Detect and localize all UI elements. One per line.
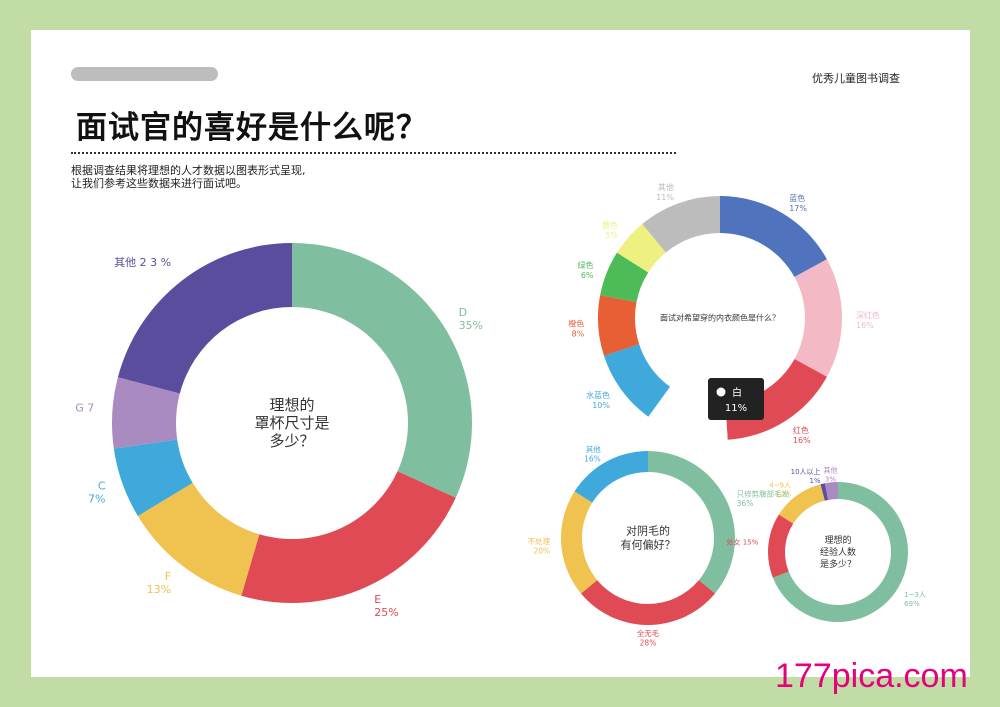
tooltip-dot-icon xyxy=(716,387,726,397)
slice-pct-3-1: 36% xyxy=(737,499,754,508)
slice-2-7[interactable] xyxy=(600,252,649,303)
slice-3-4[interactable] xyxy=(574,451,648,503)
slice-4-3[interactable] xyxy=(778,484,825,524)
slice-label-2-7: 绿色 xyxy=(578,260,594,270)
slice-pct-4-1: 69% xyxy=(904,600,920,608)
slice-3-3[interactable] xyxy=(560,491,598,594)
slice-pct-1-1: 35% xyxy=(459,319,483,332)
slice-label-1-2: E xyxy=(374,593,381,606)
slice-4-4[interactable] xyxy=(820,483,829,501)
slice-label-4-1: 1~3人 xyxy=(904,591,926,599)
slice-pct-2-8: 5% xyxy=(605,231,618,240)
slice-pct-1-3: 13% xyxy=(147,583,171,596)
slice-label-1-4: C xyxy=(98,480,106,493)
slice-pct-2-9: 11% xyxy=(656,193,674,202)
donut-chart-3 xyxy=(560,451,735,625)
slice-1-2[interactable] xyxy=(241,471,456,604)
header-decor-bar xyxy=(71,67,218,81)
slice-3-2[interactable] xyxy=(580,580,716,625)
slice-pct-1-4: 7% xyxy=(88,493,105,506)
slice-pct-4-4: 1% xyxy=(809,477,820,485)
slice-1-3[interactable] xyxy=(137,482,260,596)
slice-label-2-8: 黄色 xyxy=(602,220,618,230)
slice-1-1[interactable] xyxy=(292,243,472,498)
slice-4-5[interactable] xyxy=(824,482,838,500)
slice-pct-2-7: 6% xyxy=(581,271,594,280)
slice-2-9[interactable] xyxy=(642,196,720,253)
chart-title-3-line-1: 对阴毛的 xyxy=(626,524,670,538)
slice-2-1[interactable] xyxy=(720,196,827,278)
slice-pct-3-3: 20% xyxy=(534,547,551,556)
slice-2-4[interactable] xyxy=(648,386,728,440)
slice-3-1[interactable] xyxy=(648,451,735,594)
slice-label-1-6: 其他 2 3 % xyxy=(114,256,171,269)
slice-label-2-3: 红色 xyxy=(793,425,809,435)
slice-pct-1-2: 25% xyxy=(374,606,398,619)
slice-pct-2-3: 16% xyxy=(793,436,811,445)
slice-pct-4-5: 3% xyxy=(825,475,836,483)
slice-label-4-2: 处女 15% xyxy=(727,537,759,546)
chart-title-2-line-1: 面试对希望穿的内衣颜色是什么？ xyxy=(660,313,780,323)
intro-line-2: 让我们参考这些数据来进行面试吧。 xyxy=(71,177,247,190)
donut-chart-1 xyxy=(111,243,472,604)
slice-label-2-1: 蓝色 xyxy=(789,193,805,203)
slice-label-1-3: F xyxy=(165,570,171,583)
slice-label-1-5: G 7 xyxy=(75,402,94,415)
slice-1-6[interactable] xyxy=(117,243,292,394)
slice-label-4-4: 10人以上 xyxy=(791,467,821,476)
donut-chart-2 xyxy=(597,196,842,440)
slice-2-5[interactable] xyxy=(603,344,671,417)
slice-label-4-5: 其他 xyxy=(823,465,837,474)
slice-label-2-6: 橙色 xyxy=(568,319,584,329)
intro-text: 根据调查结果将理想的人才数据以图表形式呈现, 让我们参考这些数据来进行面试吧。 xyxy=(71,164,306,190)
chart-title-4-line-1: 理想的 xyxy=(824,534,851,546)
slice-pct-4-3: 12% xyxy=(775,490,791,498)
slice-1-5[interactable] xyxy=(111,377,180,449)
dotted-divider xyxy=(71,152,676,154)
slice-label-3-1: 只修剪腹部毛发 xyxy=(737,488,790,498)
slice-pct-2-2: 16% xyxy=(856,321,874,330)
slice-label-2-9: 其他 xyxy=(658,182,674,192)
slice-2-6[interactable] xyxy=(597,295,640,356)
donut-chart-4 xyxy=(768,482,908,622)
chart-title-4-line-3: 是多少？ xyxy=(820,558,856,570)
slice-label-1-1: D xyxy=(459,306,467,319)
tooltip-label: 白 xyxy=(732,386,742,399)
slice-2-2[interactable] xyxy=(794,259,842,377)
slice-1-4[interactable] xyxy=(113,439,193,516)
tooltip-value: 11% xyxy=(725,403,747,414)
slice-label-3-4: 其他 xyxy=(586,444,601,454)
slice-label-2-2: 深红色 xyxy=(856,310,880,320)
slice-pct-2-6: 8% xyxy=(572,330,585,339)
slice-pct-3-4: 16% xyxy=(584,455,601,464)
watermark: 177pica.com xyxy=(775,657,968,695)
slice-label-3-2: 全无毛 xyxy=(637,628,660,638)
slice-label-2-5: 水蓝色 xyxy=(586,390,610,400)
slice-tooltip: 白 11% xyxy=(708,378,764,420)
slice-label-3-3: 不处理 xyxy=(528,536,551,546)
intro-line-1: 根据调查结果将理想的人才数据以图表形式呈现, xyxy=(71,164,306,177)
page-title: 面试官的喜好是什么呢？ xyxy=(76,110,428,146)
slice-pct-2-1: 17% xyxy=(789,204,807,213)
section-tag: 优秀儿童图书调查 xyxy=(812,72,900,85)
slice-4-2[interactable] xyxy=(768,514,794,578)
slice-label-4-3: 4~9人 xyxy=(769,481,791,489)
slice-pct-3-2: 28% xyxy=(640,639,657,648)
chart-title-1-line-3: 多少？ xyxy=(269,432,314,450)
slice-2-8[interactable] xyxy=(616,223,666,273)
chart-title-3-line-2: 有何偏好？ xyxy=(621,538,676,552)
chart-title-4-line-2: 经验人数 xyxy=(820,546,856,558)
slice-pct-2-5: 10% xyxy=(592,401,610,410)
chart-title-1-line-2: 罩杯尺寸是 xyxy=(254,414,329,432)
chart-title-1-line-1: 理想的 xyxy=(269,396,314,414)
